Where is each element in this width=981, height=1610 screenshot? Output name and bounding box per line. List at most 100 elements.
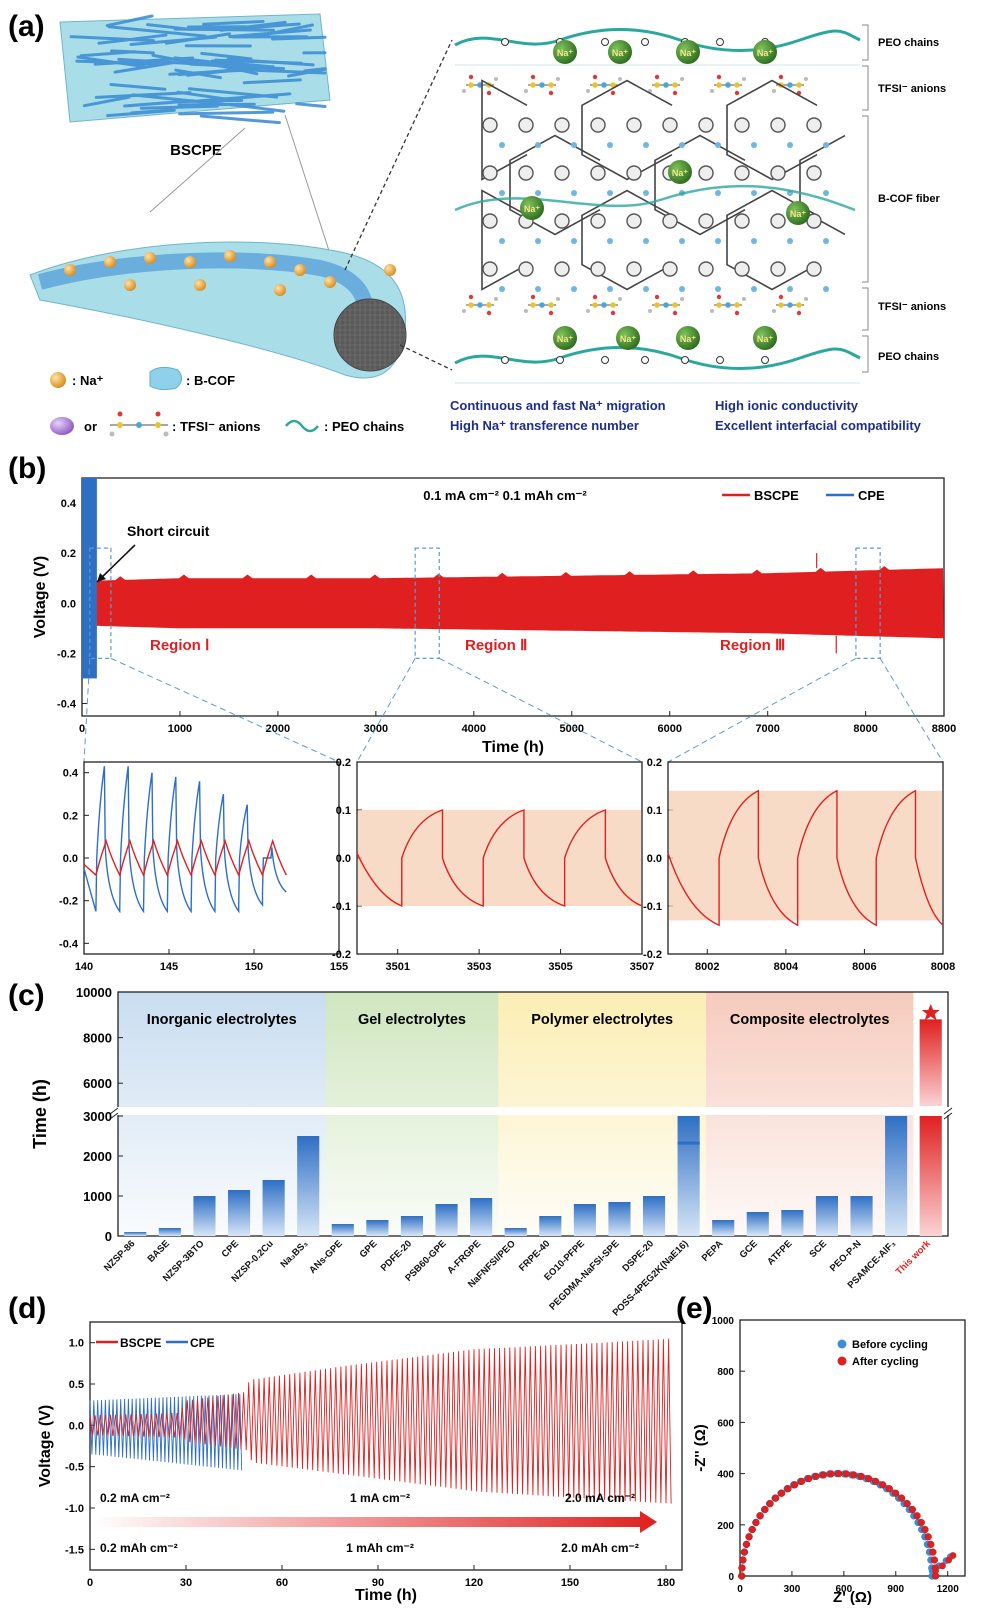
y-tick-label: 0.4 (61, 498, 77, 510)
bar (435, 1204, 457, 1236)
after-cycling-point (872, 1478, 879, 1485)
inset3-range-band (669, 791, 942, 921)
tfsi-sphere-icon (50, 417, 74, 435)
after-cycling-point (785, 1485, 792, 1492)
x-tick-label: 3501 (385, 961, 409, 973)
zoom-connector (668, 658, 856, 762)
x-tick-label: 30 (180, 1577, 192, 1589)
na-ion-label: Na⁺ (757, 48, 774, 58)
x-tick-label: Na₃BS₃ (278, 1238, 310, 1270)
y-tick-label: 0.0 (647, 853, 662, 865)
y-tick-label: 800 (717, 1367, 734, 1378)
bar (781, 1210, 803, 1236)
rate-capacity-label: 0.2 mAh cm⁻² (100, 1541, 178, 1555)
na-ion-label: Na⁺ (672, 168, 689, 178)
bar-cap (678, 1142, 700, 1145)
feature-list: Continuous and fast Na⁺ migration High N… (450, 398, 922, 433)
y-tick-label: 6000 (83, 1076, 112, 1091)
y-tick-label: 0.0 (63, 853, 78, 865)
y-tick-label: 0.2 (61, 548, 76, 560)
bar-lower (678, 1116, 700, 1236)
x-tick-label: 6000 (657, 723, 681, 735)
after-cycling-point (791, 1481, 798, 1488)
legend-bscpe-label: BSCPE (120, 1336, 161, 1350)
legend-label: After cycling (852, 1356, 919, 1368)
x-axis-label: Time (h) (482, 739, 544, 756)
na-ion-label: Na⁺ (680, 334, 697, 344)
x-axis-label: Time (h) (355, 1587, 417, 1604)
y-tick-label: 0.2 (336, 757, 351, 769)
legend-bscpe-label: BSCPE (754, 488, 799, 503)
legend-or-label: or (84, 419, 97, 434)
label-bcof-fiber: B-COF fiber (878, 193, 940, 205)
zoom-connector (111, 658, 339, 762)
na-ion-label: Na⁺ (612, 48, 629, 58)
x-tick-label: 0 (737, 1584, 743, 1595)
group-label: Polymer electrolytes (531, 1012, 673, 1028)
bscpe-series-band (96, 566, 944, 638)
x-tick-label: 8800 (932, 723, 956, 735)
panel-label-e: (e) (676, 1292, 713, 1325)
x-tick-label: PDFE-20 (379, 1238, 414, 1273)
after-cycling-point (898, 1495, 905, 1502)
after-cycling-point (798, 1478, 805, 1485)
inset1-bscpe-line (84, 841, 286, 875)
bscpe-label: BSCPE (170, 142, 222, 159)
y-tick-label: 0.4 (63, 768, 79, 780)
star-icon (922, 1004, 940, 1021)
rate-capacity-label: 1 mAh cm⁻² (346, 1541, 414, 1555)
y-axis-label: -Z'' (Ω) (692, 1424, 709, 1471)
bar (124, 1232, 146, 1236)
after-cycling-point (909, 1506, 916, 1513)
after-cycling-point (739, 1565, 746, 1572)
bar (366, 1220, 388, 1236)
after-cycling-point (930, 1549, 937, 1556)
y-tick-label: -0.2 (59, 896, 78, 908)
y-tick-label: 0.0 (61, 598, 76, 610)
y-tick-label: 1000 (83, 1189, 112, 1204)
y-tick-label: -0.1 (643, 901, 662, 913)
y-tick-label: -1.0 (65, 1503, 84, 1515)
bar (159, 1228, 181, 1236)
y-axis-label: Time (h) (30, 1079, 50, 1149)
legend-label: Before cycling (852, 1339, 928, 1351)
after-cycling-point (931, 1557, 938, 1564)
y-tick-label: -0.4 (57, 698, 77, 710)
na-ion-label: Na⁺ (524, 204, 541, 214)
x-tick-label: FRPE-40 (517, 1238, 552, 1273)
group-label: Gel electrolytes (358, 1012, 466, 1028)
x-tick-label: 8004 (774, 961, 799, 973)
bar (712, 1220, 734, 1236)
region-3-label: Region Ⅲ (720, 637, 785, 654)
after-cycling-point (886, 1485, 893, 1492)
structure-labels: PEO chains TFSI⁻ anions B-COF fiber TFSI… (862, 25, 946, 372)
na-ion-label: Na⁺ (557, 48, 574, 58)
dotted-zoom-bottom (400, 345, 452, 370)
legend-marker (838, 1340, 847, 1349)
x-tick-label: 155 (330, 961, 348, 973)
x-tick-label: GPE (358, 1238, 380, 1260)
inset1-cpe-line (84, 766, 286, 911)
na-icon (50, 372, 66, 388)
x-axis-label: Z' (Ω) (833, 1589, 872, 1605)
y-tick-label: 0.2 (63, 810, 78, 822)
x-tick-label: ATFPE (765, 1238, 794, 1267)
region-2-label: Region Ⅱ (465, 637, 527, 654)
bcof-icon (150, 367, 182, 389)
feature-4: Excellent interfacial compatibility (715, 418, 922, 433)
x-tick-label: BASE (146, 1238, 172, 1264)
x-tick-label: 900 (887, 1584, 904, 1595)
x-tick-label: 150 (561, 1577, 579, 1589)
bar (470, 1198, 492, 1236)
x-tick-label: 5000 (560, 723, 584, 735)
plot-frame (84, 762, 339, 954)
after-cycling-point (805, 1475, 812, 1482)
after-cycling-point (939, 1562, 946, 1569)
feature-1: Continuous and fast Na⁺ migration (450, 398, 666, 413)
feature-2: High Na⁺ transference number (450, 418, 639, 433)
bar (816, 1196, 838, 1236)
x-tick-label: PEGDMA-NaFSI-SPE (547, 1238, 621, 1312)
y-tick-label: -1.5 (65, 1544, 84, 1556)
